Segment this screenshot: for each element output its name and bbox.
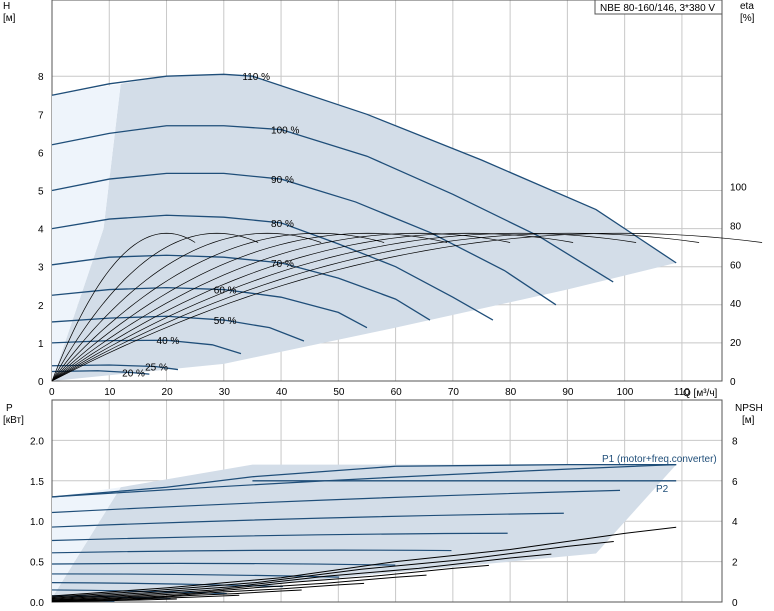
head-curve bbox=[51, 254, 431, 321]
head-curve-label: 40 % bbox=[157, 336, 180, 347]
power-curve bbox=[51, 532, 508, 542]
head-curve-label: 20 % bbox=[122, 369, 145, 380]
power-curve bbox=[51, 489, 621, 514]
efficiency-curve bbox=[51, 232, 574, 382]
npsh-tick-label: 6 bbox=[732, 477, 738, 488]
npsh-curve bbox=[51, 553, 552, 599]
efficiency-curve bbox=[51, 232, 322, 382]
npsh-curve bbox=[51, 540, 614, 598]
head-curve-label: 60 % bbox=[214, 286, 237, 297]
operating-region bbox=[52, 74, 677, 382]
y-right-tick-label: 0 bbox=[730, 377, 736, 388]
x-tick-label: 100 bbox=[617, 387, 634, 398]
eta-axis-label: eta bbox=[740, 1, 754, 12]
npsh-curve bbox=[51, 589, 302, 602]
p-tick-label: 0.0 bbox=[30, 598, 44, 609]
head-curve bbox=[51, 172, 557, 306]
head-curve bbox=[51, 214, 494, 321]
p-tick-label: 1.0 bbox=[30, 517, 44, 528]
npsh-curve bbox=[51, 594, 240, 602]
x-tick-label: 110 bbox=[674, 387, 690, 398]
y-left-tick-label: 6 bbox=[38, 148, 44, 159]
y-right-tick-label: 60 bbox=[730, 260, 742, 271]
head-curve-label: 100 % bbox=[271, 126, 299, 137]
head-curve bbox=[51, 73, 677, 264]
chart-title: NBE 80-160/146, 3*380 V bbox=[600, 3, 715, 14]
head-curve bbox=[51, 287, 368, 329]
x-tick-label: 20 bbox=[162, 387, 174, 398]
y-right-tick-label: 20 bbox=[730, 338, 742, 349]
power-curve bbox=[51, 512, 564, 528]
y-right-tick-label: 80 bbox=[730, 221, 742, 232]
y-left-tick-label: 5 bbox=[38, 187, 44, 198]
efficiency-curve bbox=[51, 232, 511, 382]
title-box bbox=[594, 0, 723, 15]
y-left-tick-label: 1 bbox=[38, 339, 44, 350]
head-curve-label: 70 % bbox=[271, 259, 294, 270]
power-region bbox=[52, 464, 677, 598]
x-tick-label: 50 bbox=[333, 387, 345, 398]
efficiency-curve bbox=[51, 232, 385, 382]
y-left-tick-label: 7 bbox=[38, 110, 44, 121]
npsh-tick-label: 0 bbox=[732, 598, 738, 609]
y-right-tick-label: 40 bbox=[730, 299, 742, 310]
head-curve bbox=[51, 370, 150, 375]
npsh-tick-label: 8 bbox=[732, 436, 738, 447]
npsh-unit-label: [м] bbox=[742, 415, 755, 426]
power-low-flow-region bbox=[52, 487, 121, 598]
npsh-curve bbox=[51, 598, 177, 603]
q-axis-label: Q [м³/ч] bbox=[683, 388, 718, 399]
head-curve bbox=[51, 315, 305, 342]
efficiency-curve bbox=[51, 232, 196, 382]
h-unit-label: [м] bbox=[3, 13, 16, 24]
x-tick-label: 30 bbox=[219, 387, 231, 398]
h-axis-label: H bbox=[3, 1, 10, 12]
p-unit-label: [кВт] bbox=[3, 415, 24, 426]
x-tick-label: 40 bbox=[276, 387, 288, 398]
x-tick-label: 0 bbox=[49, 387, 55, 398]
y-left-tick-label: 0 bbox=[38, 377, 44, 388]
y-left-tick-label: 3 bbox=[38, 263, 44, 274]
p-tick-label: 2.0 bbox=[30, 436, 44, 447]
y-left-tick-label: 8 bbox=[38, 72, 44, 83]
x-tick-label: 60 bbox=[391, 387, 403, 398]
y-right-tick-label: 100 bbox=[730, 183, 747, 194]
p-tick-label: 0.5 bbox=[30, 558, 44, 569]
p2-label: P2 bbox=[656, 484, 669, 495]
head-curve-label: 110 % bbox=[242, 72, 270, 83]
npsh-tick-label: 4 bbox=[732, 517, 738, 528]
head-curve-label: 50 % bbox=[214, 316, 237, 327]
power-plot: 0.0 0.5 1.0 1.5 2.0 0 2 4 6 8 bbox=[30, 399, 738, 609]
head-plot: 110 %100 %90 %80 %70 %60 %50 %40 %25 %20… bbox=[38, 0, 763, 398]
p1-curve bbox=[51, 463, 677, 498]
npsh-tick-label: 2 bbox=[732, 558, 738, 569]
x-tick-label: 90 bbox=[562, 387, 574, 398]
p-tick-label: 1.5 bbox=[30, 477, 44, 488]
head-curve bbox=[51, 125, 614, 283]
eta-unit-label: [%] bbox=[740, 13, 755, 24]
x-tick-label: 70 bbox=[448, 387, 460, 398]
npsh-curve bbox=[51, 574, 427, 601]
npsh-curve bbox=[51, 582, 365, 601]
x-tick-label: 80 bbox=[505, 387, 517, 398]
power-curve bbox=[51, 562, 396, 566]
efficiency-curve bbox=[51, 232, 448, 382]
low-flow-region bbox=[52, 83, 121, 381]
efficiency-curve bbox=[51, 232, 763, 382]
head-curve-label: 80 % bbox=[271, 219, 294, 230]
head-curve-label: 25 % bbox=[145, 363, 168, 374]
npsh-curve bbox=[51, 526, 677, 597]
power-curve bbox=[51, 549, 452, 554]
npsh-curve bbox=[51, 564, 489, 600]
y-left-tick-label: 2 bbox=[38, 301, 44, 312]
head-curve-label: 90 % bbox=[271, 175, 294, 186]
p-axis-label: P bbox=[6, 403, 13, 414]
x-tick-label: 10 bbox=[104, 387, 116, 398]
npsh-axis-label: NPSH bbox=[735, 403, 763, 414]
efficiency-curve bbox=[51, 232, 259, 382]
power-curve bbox=[51, 464, 677, 498]
p1-label: P1 (motor+freq.converter) bbox=[602, 454, 717, 465]
y-left-tick-label: 4 bbox=[38, 225, 44, 236]
